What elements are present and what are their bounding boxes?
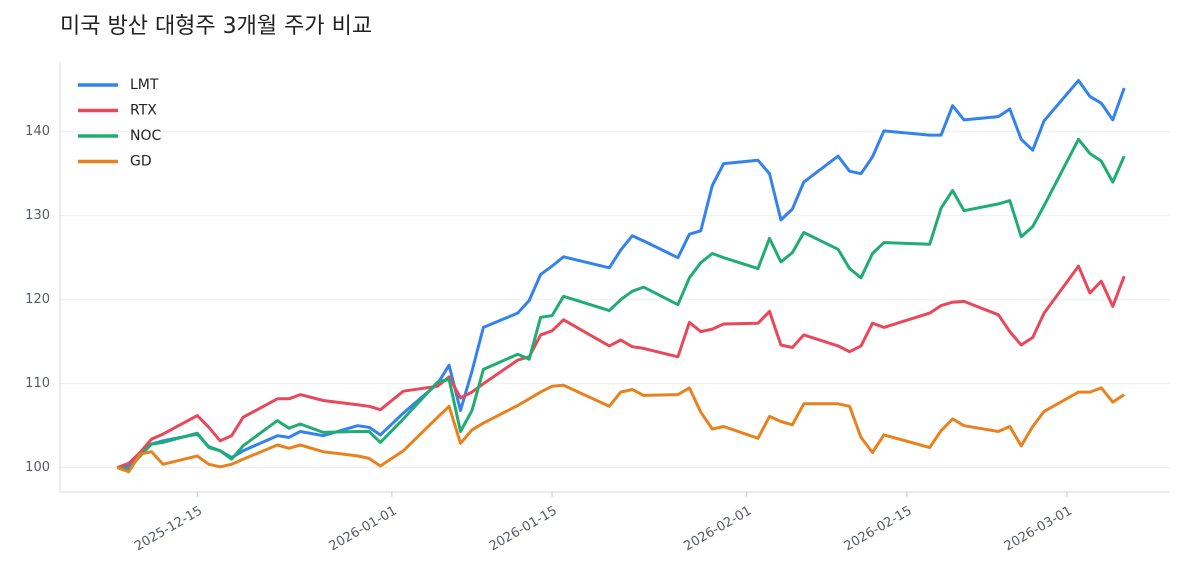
- legend-label: RTX: [130, 103, 157, 119]
- x-tick-label: 2026-01-15: [487, 504, 560, 555]
- y-tick-label: 130: [25, 208, 50, 223]
- x-tick-label: 2026-01-01: [327, 504, 400, 555]
- x-tick-label: 2025-12-15: [132, 504, 205, 555]
- y-tick-label: 100: [25, 460, 50, 475]
- chart-title: 미국 방산 대형주 3개월 주가 비교: [60, 14, 372, 39]
- series-line: [116, 79, 1126, 470]
- series-line: [116, 137, 1126, 471]
- legend-label: NOC: [130, 128, 161, 144]
- y-tick-label: 120: [25, 292, 50, 307]
- y-tick-label: 140: [25, 124, 50, 139]
- x-tick-label: 2026-03-01: [1002, 504, 1075, 555]
- x-tick-label: 2026-02-01: [681, 504, 754, 555]
- legend-label: GD: [130, 154, 152, 170]
- series-line: [116, 383, 1126, 474]
- x-tick-label: 2026-02-15: [842, 504, 915, 555]
- y-tick-label: 110: [25, 376, 50, 391]
- legend-label: LMT: [130, 77, 159, 93]
- series-line: [116, 264, 1126, 470]
